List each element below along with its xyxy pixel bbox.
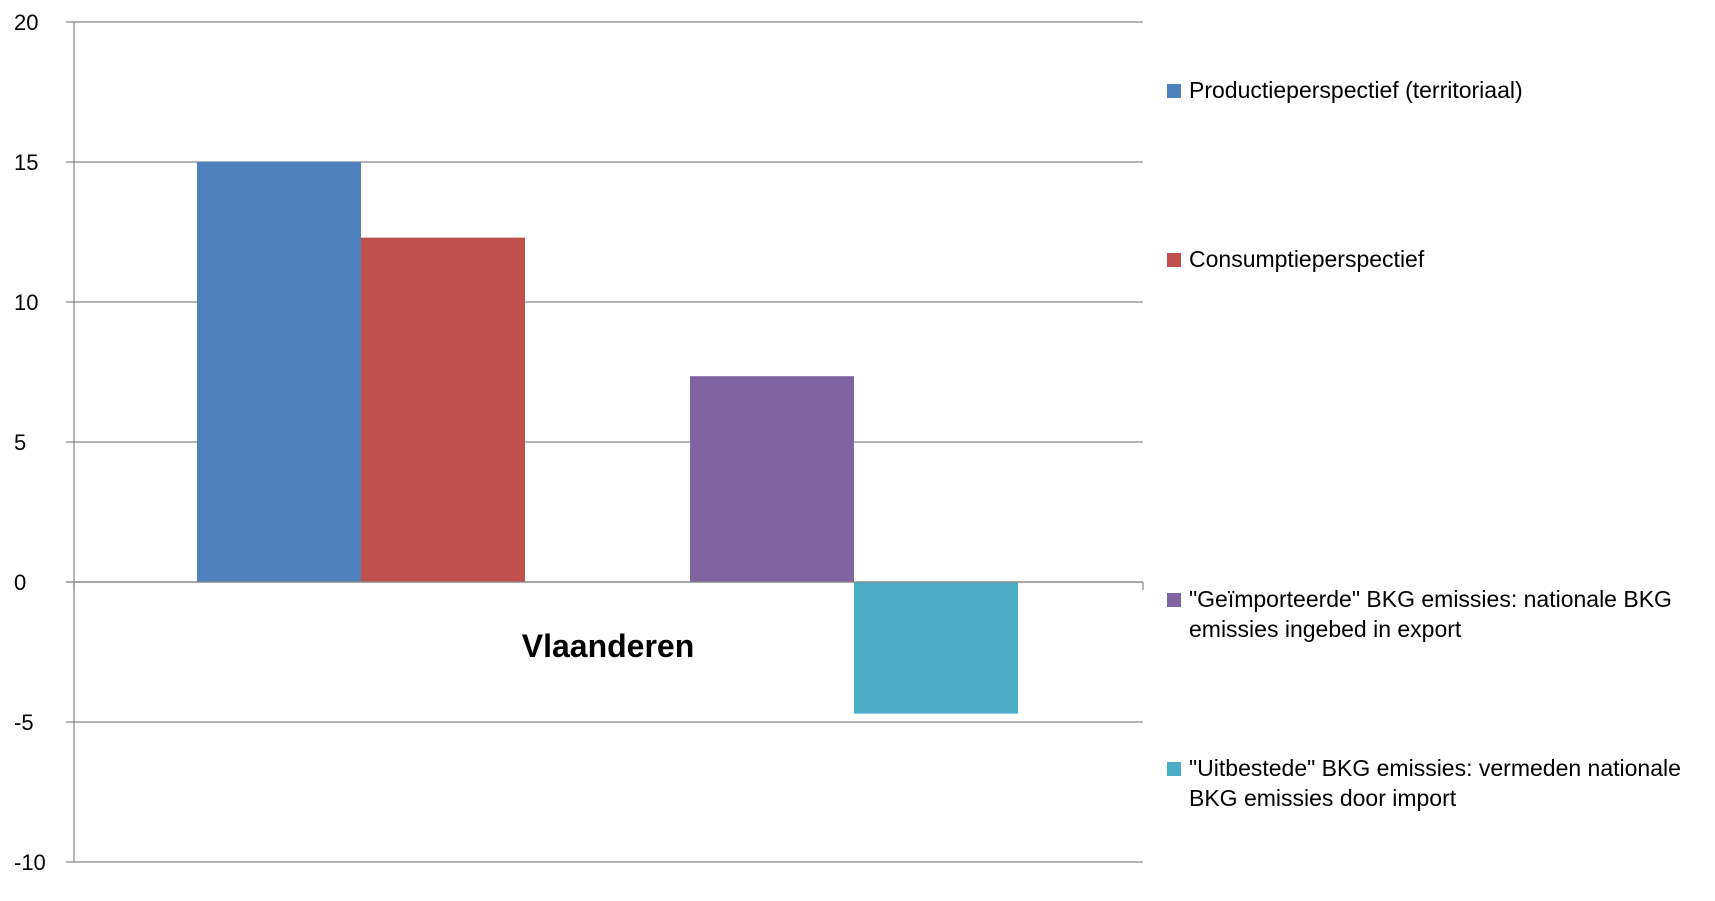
y-tick-label: 0 [14, 570, 26, 595]
legend-label-2: Consumptieperspectief [1189, 246, 1425, 272]
y-tick-label: 20 [14, 10, 38, 35]
legend-label-3: "Geïmporteerde" BKG emissies: nationale … [1189, 586, 1672, 642]
legend-swatch-2 [1167, 253, 1181, 267]
category-label: Vlaanderen [522, 628, 695, 664]
bar-series-2 [361, 237, 525, 582]
bars [197, 162, 1018, 714]
legend-label-4: "Uitbestede" BKG emissies: vermeden nati… [1189, 755, 1681, 811]
bar-series-3 [690, 376, 854, 582]
legend: Productieperspectief (territoriaal) Consu… [1167, 77, 1681, 811]
y-tick-label: 15 [14, 150, 38, 175]
bar-series-1 [197, 162, 361, 582]
y-tick-label: 5 [14, 430, 26, 455]
y-tick-label: -5 [14, 710, 34, 735]
y-tick-label: 10 [14, 290, 38, 315]
bar-series-4 [854, 582, 1018, 714]
legend-swatch-1 [1167, 84, 1181, 98]
legend-swatch-4 [1167, 762, 1181, 776]
legend-label-1: Productieperspectief (territoriaal) [1189, 77, 1523, 103]
y-tick-label: -10 [14, 850, 46, 875]
axes: 20 15 10 5 0 -5 -10 Vlaanderen [14, 10, 1144, 875]
legend-swatch-3 [1167, 593, 1181, 607]
